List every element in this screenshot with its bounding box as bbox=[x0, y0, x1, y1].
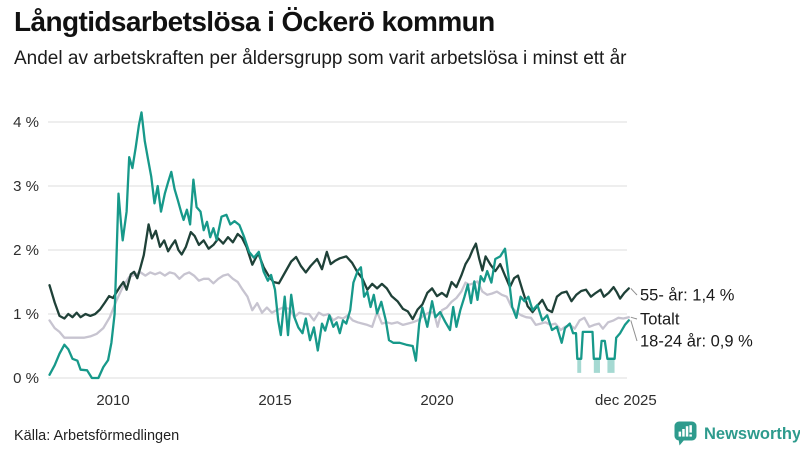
brand-name: Newsworthy bbox=[704, 424, 800, 443]
series-line-18-24 bbox=[48, 111, 630, 380]
series-line-totalt bbox=[48, 271, 630, 339]
newsworthy-icon bbox=[674, 421, 697, 446]
label-leader-lines bbox=[630, 288, 638, 342]
uncertainty-band bbox=[607, 357, 615, 373]
x-tick-label: 2020 bbox=[420, 392, 453, 409]
uncertainty-bands bbox=[577, 357, 615, 373]
series-end-label-totalt: Totalt bbox=[640, 311, 680, 329]
x-tick-label: dec 2025 bbox=[595, 392, 657, 409]
source-note: Källa: Arbetsförmedlingen bbox=[14, 428, 180, 444]
uncertainty-band bbox=[577, 357, 582, 373]
series-lines bbox=[48, 111, 630, 380]
uncertainty-band bbox=[593, 357, 600, 373]
series-end-label-18-24: 18-24 år: 0,9 % bbox=[640, 333, 753, 351]
y-tick-label: 4 % bbox=[13, 114, 39, 131]
page-subtitle: Andel av arbetskraften per åldersgrupp s… bbox=[14, 48, 627, 69]
x-tick-label: 2010 bbox=[96, 392, 129, 409]
x-axis-labels: 2010 2015 2020 dec 2025 bbox=[96, 392, 656, 409]
leader-line-totalt bbox=[630, 316, 638, 320]
gridlines bbox=[48, 121, 627, 379]
leader-line-18-24 bbox=[630, 320, 638, 342]
x-tick-label: 2015 bbox=[258, 392, 291, 409]
series-end-labels: Totalt 55- år: 1,4 % 18-24 år: 0,9 % bbox=[640, 287, 753, 351]
leader-line-55 bbox=[630, 288, 638, 296]
series-end-label-55: 55- år: 1,4 % bbox=[640, 287, 735, 305]
y-tick-label: 2 % bbox=[13, 242, 39, 259]
y-tick-label: 0 % bbox=[13, 370, 39, 387]
series-line-55 bbox=[48, 223, 630, 321]
y-tick-label: 3 % bbox=[13, 178, 39, 195]
page-title: Långtidsarbetslösa i Öckerö kommun bbox=[14, 6, 495, 37]
brand-logo: Newsworthy bbox=[674, 421, 800, 447]
y-axis-labels: 0 % 1 % 2 % 3 % 4 % bbox=[13, 114, 39, 387]
y-tick-label: 1 % bbox=[13, 306, 39, 323]
